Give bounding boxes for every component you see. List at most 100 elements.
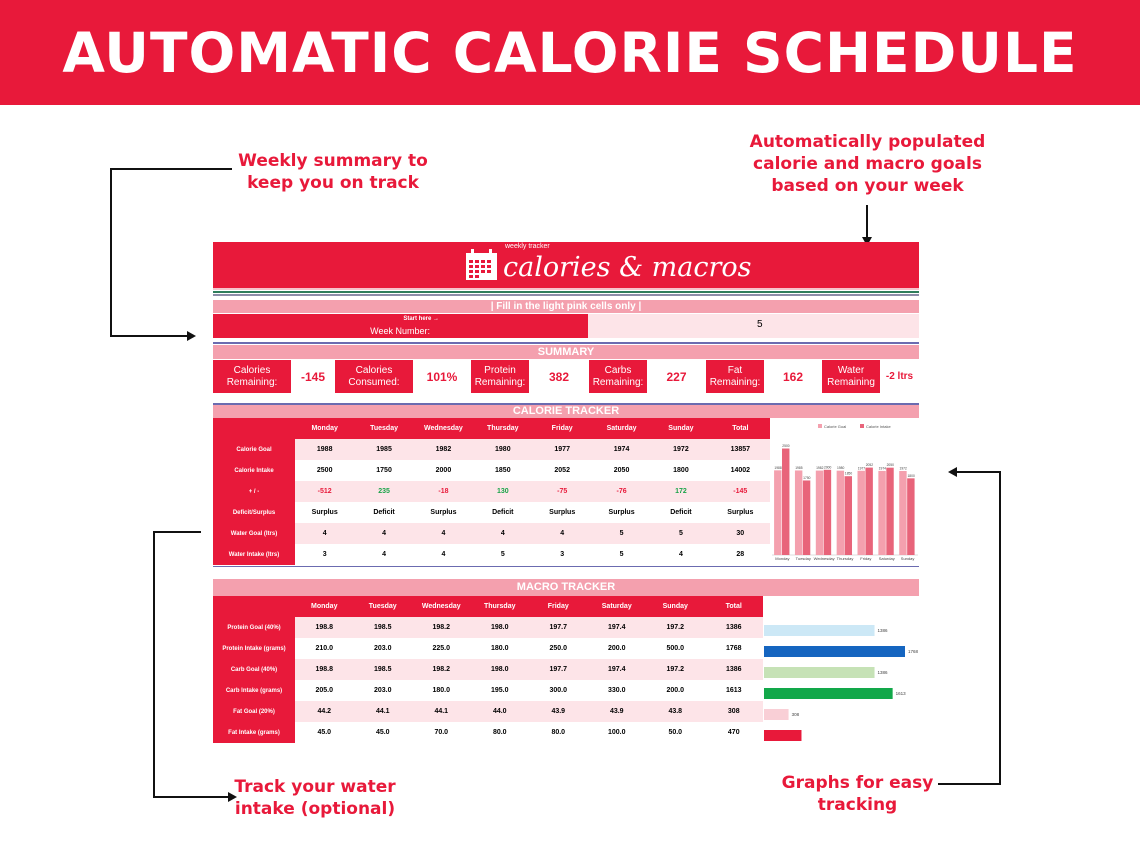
table-cell[interactable]: 197.2 (646, 617, 705, 638)
calendar-icon (466, 249, 497, 280)
table-cell[interactable]: 235 (354, 481, 414, 502)
table-cell[interactable]: 4 (295, 523, 355, 544)
table-cell[interactable]: 180.0 (412, 680, 471, 701)
table-cell[interactable]: 45.0 (295, 722, 354, 743)
table-cell[interactable]: 1750 (354, 460, 414, 481)
divider (213, 288, 919, 290)
table-cell[interactable]: 4 (532, 523, 592, 544)
corner-cell (213, 596, 295, 617)
table-cell[interactable]: 198.0 (470, 617, 529, 638)
table-cell[interactable]: 198.2 (412, 617, 471, 638)
table-cell[interactable]: 210.0 (295, 638, 354, 659)
table-cell[interactable]: 5 (591, 523, 652, 544)
table-cell[interactable]: Surplus (591, 502, 652, 523)
table-cell[interactable]: 4 (413, 544, 474, 565)
row-label: Protein Goal (40%) (213, 617, 295, 638)
week-number-input[interactable]: 5 (588, 314, 919, 338)
table-cell[interactable]: 4 (651, 544, 711, 565)
table-cell[interactable]: 43.9 (587, 701, 646, 722)
table-cell[interactable]: 203.0 (353, 680, 412, 701)
table-cell[interactable]: 1800 (651, 460, 711, 481)
table-cell[interactable]: 198.2 (412, 659, 471, 680)
table-cell[interactable]: 2052 (532, 460, 592, 481)
table-cell[interactable]: 1977 (532, 439, 592, 460)
table-cell[interactable]: 43.9 (529, 701, 588, 722)
bar (764, 646, 905, 657)
data-label: 2050 (887, 463, 895, 467)
table-cell[interactable]: 4 (413, 523, 474, 544)
table-cell[interactable]: 4 (354, 544, 414, 565)
table-cell[interactable]: 197.7 (529, 659, 588, 680)
table-cell[interactable]: 197.4 (587, 659, 646, 680)
table-cell[interactable]: 50.0 (646, 722, 705, 743)
table-cell[interactable]: 44.1 (412, 701, 471, 722)
table-cell[interactable]: 5 (473, 544, 533, 565)
table-cell[interactable]: 198.5 (353, 659, 412, 680)
table-cell[interactable]: 5 (591, 544, 652, 565)
table-cell[interactable]: 1980 (473, 439, 533, 460)
column-header: Monday (295, 596, 354, 617)
table-cell[interactable]: 4 (354, 523, 414, 544)
table-cell[interactable]: 4 (473, 523, 533, 544)
table-cell[interactable]: 198.5 (353, 617, 412, 638)
table-cell[interactable]: 330.0 (587, 680, 646, 701)
table-row: Carb Goal (40%) 198.8 198.5 198.2 198.0 197.7… (213, 659, 763, 680)
table-cell: 14002 (710, 460, 770, 481)
table-cell[interactable]: 1974 (591, 439, 652, 460)
table-cell[interactable]: 198.0 (470, 659, 529, 680)
table-cell[interactable]: 44.0 (470, 701, 529, 722)
table-cell[interactable]: 70.0 (412, 722, 471, 743)
table-cell: 1386 (704, 659, 763, 680)
table-cell[interactable]: 172 (651, 481, 711, 502)
summary-value: 162 (764, 360, 822, 393)
table-cell[interactable]: 1972 (651, 439, 711, 460)
table-cell[interactable]: 300.0 (529, 680, 588, 701)
table-cell[interactable]: 80.0 (470, 722, 529, 743)
table-cell[interactable]: 198.8 (295, 617, 354, 638)
table-cell[interactable]: 195.0 (470, 680, 529, 701)
table-cell[interactable]: -512 (295, 481, 355, 502)
table-cell[interactable]: 2500 (295, 460, 355, 481)
table-cell[interactable]: 43.8 (646, 701, 705, 722)
table-cell[interactable]: 2000 (413, 460, 474, 481)
table-cell[interactable]: 44.2 (295, 701, 354, 722)
table-cell[interactable]: 1850 (473, 460, 533, 481)
table-cell[interactable]: -18 (413, 481, 474, 502)
table-cell[interactable]: 45.0 (353, 722, 412, 743)
table-cell[interactable]: 1982 (413, 439, 474, 460)
table-cell[interactable]: 197.4 (587, 617, 646, 638)
table-cell[interactable]: 225.0 (412, 638, 471, 659)
table-cell[interactable]: 3 (532, 544, 592, 565)
table-cell[interactable]: Deficit (651, 502, 711, 523)
table-cell[interactable]: 200.0 (587, 638, 646, 659)
table-cell[interactable]: 80.0 (529, 722, 588, 743)
table-cell[interactable]: Surplus (295, 502, 355, 523)
table-cell[interactable]: Surplus (413, 502, 474, 523)
table-cell[interactable]: 250.0 (529, 638, 588, 659)
table-cell[interactable]: 2050 (591, 460, 652, 481)
bar (823, 469, 832, 555)
table-cell[interactable]: 200.0 (646, 680, 705, 701)
table-cell[interactable]: -76 (591, 481, 652, 502)
table-cell[interactable]: Surplus (532, 502, 592, 523)
table-cell[interactable]: 1985 (354, 439, 414, 460)
svg-text:Calorie Intake: Calorie Intake (866, 424, 891, 429)
table-cell: Surplus (710, 502, 770, 523)
table-cell[interactable]: 500.0 (646, 638, 705, 659)
table-cell[interactable]: 3 (295, 544, 355, 565)
table-cell[interactable]: 1988 (295, 439, 355, 460)
table-cell[interactable]: 44.1 (353, 701, 412, 722)
table-cell[interactable]: 203.0 (353, 638, 412, 659)
table-cell[interactable]: -75 (532, 481, 592, 502)
table-cell[interactable]: 100.0 (587, 722, 646, 743)
table-cell[interactable]: 197.7 (529, 617, 588, 638)
table-cell[interactable]: 130 (473, 481, 533, 502)
table-cell[interactable]: 180.0 (470, 638, 529, 659)
table-cell[interactable]: 205.0 (295, 680, 354, 701)
table-cell[interactable]: 198.8 (295, 659, 354, 680)
table-cell[interactable]: Deficit (473, 502, 533, 523)
table-cell[interactable]: Deficit (354, 502, 414, 523)
table-cell[interactable]: 197.2 (646, 659, 705, 680)
column-header: Thursday (473, 418, 533, 439)
table-cell[interactable]: 5 (651, 523, 711, 544)
